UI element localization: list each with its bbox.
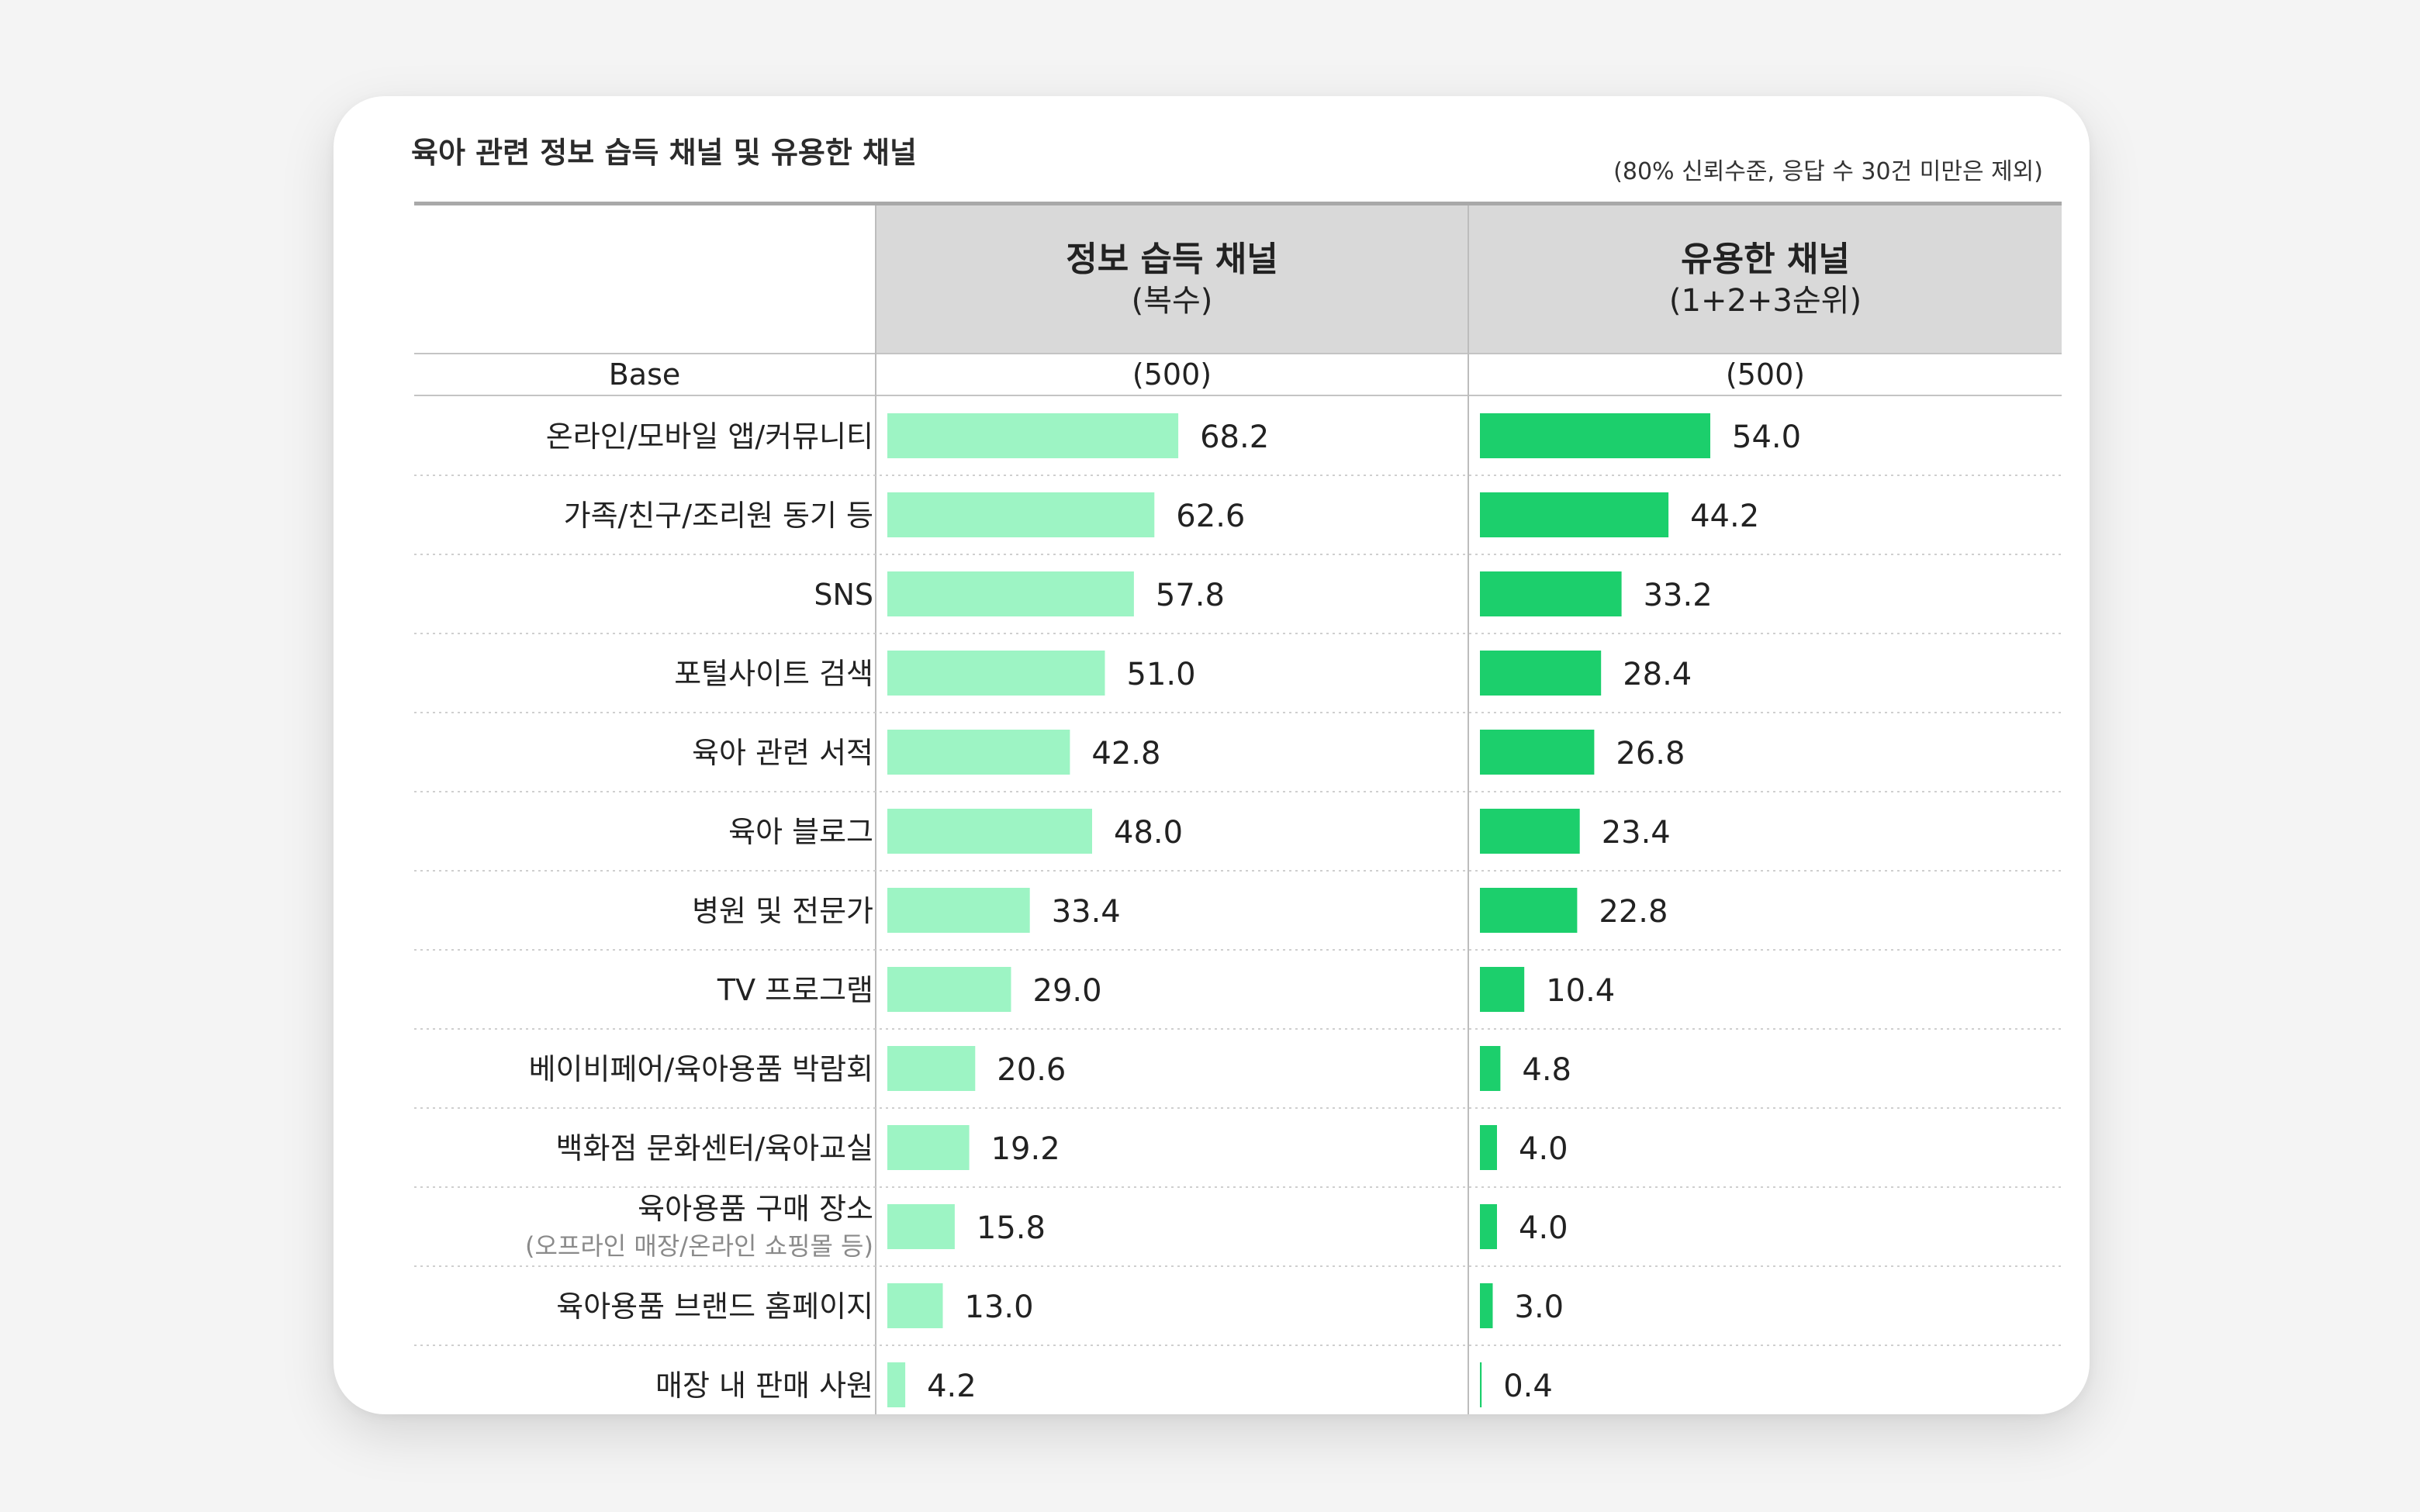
column-header-acquisition: 정보 습득 채널 (복수) [876,205,1468,353]
bar-acquisition [887,967,1011,1012]
category-label: 병원 및 전문가 [692,894,873,928]
value-label-acquisition: 29.0 [1033,973,1102,1009]
bar-useful [1480,1046,1501,1091]
bar-useful [1480,967,1525,1012]
value-label-useful: 10.4 [1546,973,1615,1009]
category-label: 육아 블로그 [728,815,873,849]
bar-acquisition [887,651,1105,696]
category-label: 육아용품 구매 장소 [638,1192,873,1226]
bar-acquisition [887,413,1179,458]
column-subtitle-useful: (1+2+3순위) [1668,283,1862,319]
bar-useful [1480,888,1578,933]
value-label-useful: 33.2 [1644,578,1713,613]
value-label-useful: 23.4 [1602,815,1671,851]
column-divider-1 [875,205,876,1414]
value-label-acquisition: 13.0 [965,1289,1034,1325]
bar-useful [1480,1283,1493,1328]
category-label: 육아 관련 서적 [692,736,873,770]
bar-acquisition [887,571,1134,616]
value-label-useful: 54.0 [1732,419,1801,455]
column-header-useful: 유용한 채널 (1+2+3순위) [1469,205,2062,353]
category-label: 백화점 문화센터/육아교실 [556,1131,873,1165]
value-label-acquisition: 51.0 [1127,657,1196,692]
category-label: 포털사이트 검색 [674,657,873,691]
column-title-acquisition: 정보 습득 채널 [1066,240,1278,279]
value-label-useful: 44.2 [1690,499,1759,534]
bar-useful [1480,1362,1482,1407]
table-top-rule [414,202,2062,205]
bar-acquisition [887,1204,955,1249]
bar-acquisition [887,888,1030,933]
bar-acquisition [887,1125,970,1170]
category-label: SNS [814,578,873,612]
value-label-useful: 22.8 [1599,894,1668,930]
value-label-acquisition: 62.6 [1176,499,1245,534]
value-label-acquisition: 57.8 [1156,578,1225,613]
confidence-note: (80% 신뢰수준, 응답 수 30건 미만은 제외) [1613,158,2043,185]
column-divider-2 [1468,205,1469,1414]
value-label-acquisition: 42.8 [1091,736,1160,772]
bar-acquisition [887,809,1092,854]
bar-useful [1480,809,1580,854]
value-label-useful: 4.0 [1519,1131,1568,1167]
column-title-useful: 유용한 채널 [1681,240,1850,279]
base-row-top-rule [414,353,2062,354]
base-value-acquisition: (500) [1132,357,1212,392]
category-label: 매장 내 판매 사원 [655,1369,873,1403]
bar-useful [1480,492,1669,537]
category-label: 가족/친구/조리원 동기 등 [564,499,873,533]
bar-useful [1480,730,1595,775]
category-sublabel: (오프라인 매장/온라인 쇼핑몰 등) [525,1231,873,1261]
value-label-useful: 3.0 [1515,1289,1564,1325]
value-label-acquisition: 19.2 [991,1131,1060,1167]
bar-acquisition [887,1283,943,1328]
category-label: 베이비페어/육아용품 박람회 [529,1052,873,1086]
value-label-acquisition: 33.4 [1052,894,1121,930]
value-label-acquisition: 48.0 [1114,815,1183,851]
bar-acquisition [887,492,1155,537]
bar-useful [1480,651,1602,696]
bar-acquisition [887,730,1070,775]
bar-chart: 온라인/모바일 앱/커뮤니티 68.2 54.0 가족/친구/조리원 동기 등 62.6… [414,413,2062,1407]
chart-title: 육아 관련 정보 습득 채널 및 유용한 채널 [411,136,917,170]
chart-card: 육아 관련 정보 습득 채널 및 유용한 채널 (80% 신뢰수준, 응답 수 … [334,96,2090,1414]
value-label-useful: 28.4 [1623,657,1692,692]
value-label-useful: 26.8 [1616,736,1685,772]
category-label: TV 프로그램 [717,973,873,1007]
category-label: 온라인/모바일 앱/커뮤니티 [546,419,873,454]
value-label-acquisition: 4.2 [927,1369,977,1404]
bar-useful [1480,413,1710,458]
value-label-useful: 0.4 [1503,1369,1553,1404]
value-label-useful: 4.8 [1522,1052,1571,1088]
column-subtitle-acquisition: (복수) [1131,283,1213,319]
value-label-acquisition: 68.2 [1200,419,1269,455]
bar-useful [1480,1125,1497,1170]
value-label-useful: 4.0 [1519,1210,1568,1246]
bar-acquisition [887,1046,976,1091]
value-label-acquisition: 20.6 [997,1052,1066,1088]
bar-useful [1480,571,1622,616]
base-value-useful: (500) [1725,357,1806,392]
bar-acquisition [887,1362,906,1407]
base-label: Base [608,357,681,392]
category-label: 육아용품 브랜드 홈페이지 [556,1289,873,1324]
value-label-acquisition: 15.8 [977,1210,1046,1246]
base-row-bottom-rule [414,395,2062,396]
bar-useful [1480,1204,1497,1249]
